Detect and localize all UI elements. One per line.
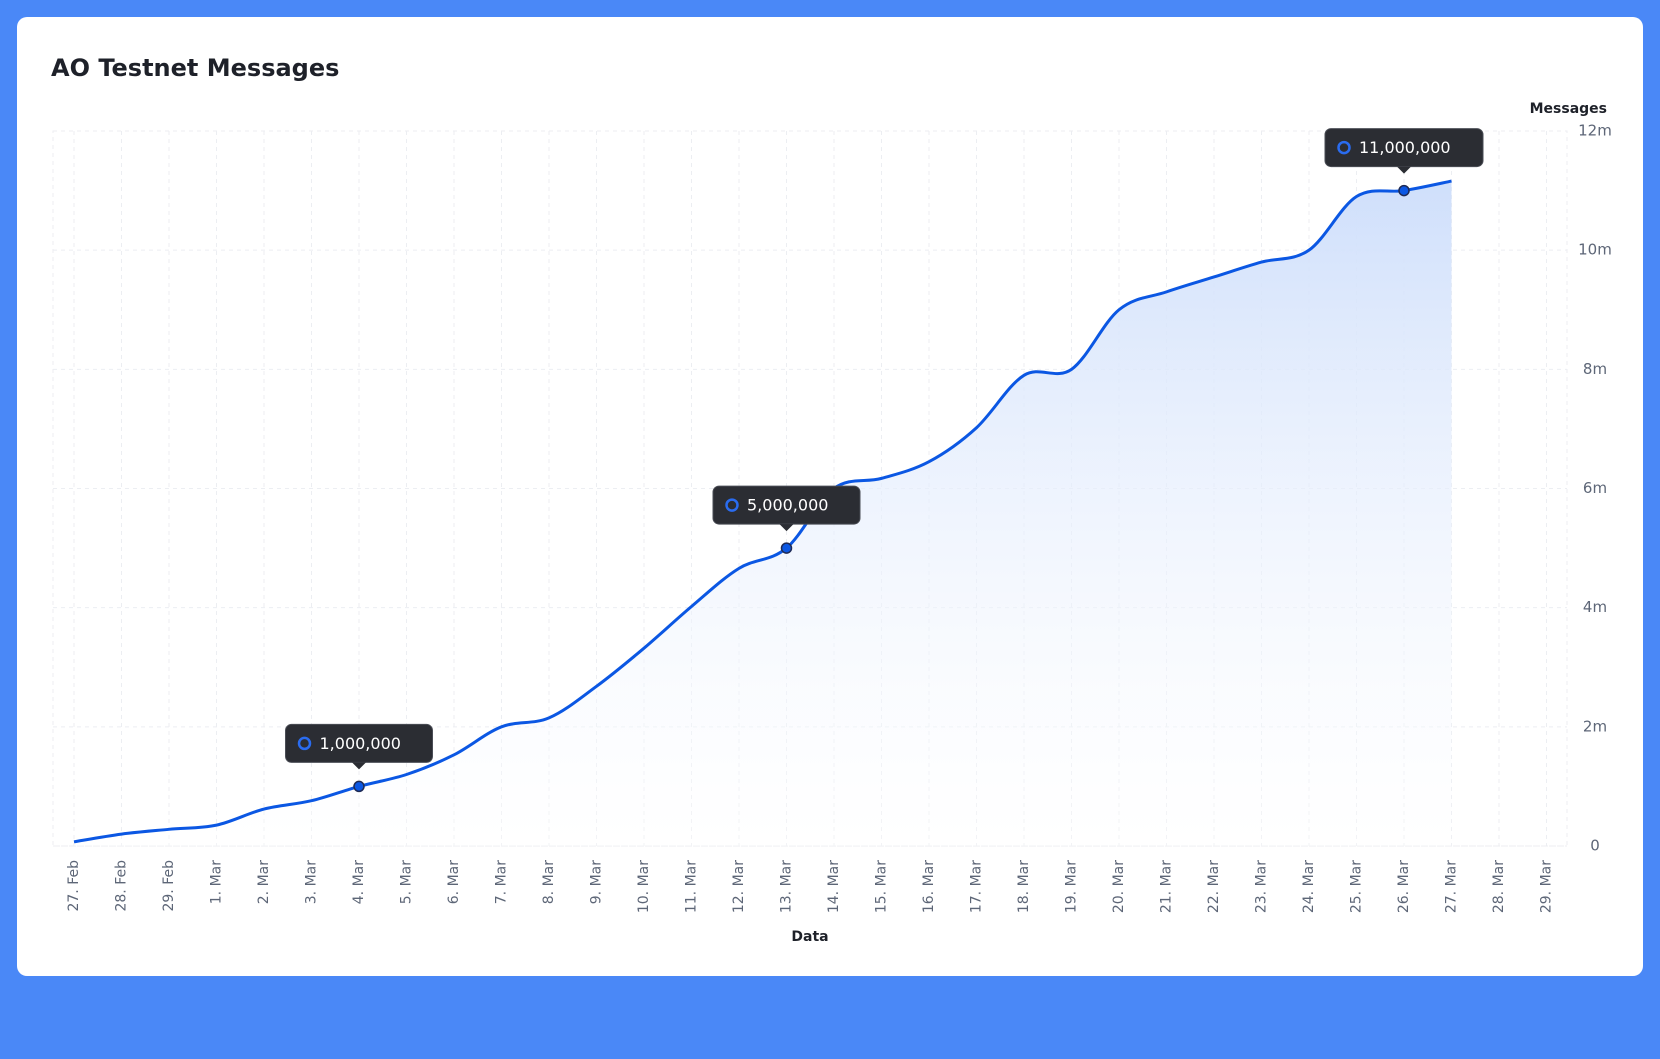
x-tick-label: 14. Mar (826, 860, 842, 913)
tooltip-icon (297, 736, 312, 751)
x-tick-label: 25. Mar (1349, 860, 1365, 913)
x-tick-label: 15. Mar (874, 860, 890, 913)
x-tick-label: 9. Mar (589, 860, 605, 904)
x-tick-label: 12. Mar (731, 860, 747, 913)
x-tick-label: 8. Mar (541, 860, 557, 904)
x-tick-label: 20. Mar (1111, 860, 1127, 913)
tooltip: 5,000,000 (712, 485, 861, 532)
annotation-point (1398, 184, 1410, 197)
x-tick-label: 1. Mar (209, 860, 225, 904)
x-tick-label: 3. Mar (304, 860, 320, 904)
x-tick-label: 24. Mar (1301, 860, 1317, 913)
area (74, 181, 1452, 847)
x-tick-label: 13. Mar (779, 860, 795, 913)
y-tick-label: 8m (1583, 360, 1607, 378)
y-tick-label: 0 (1590, 837, 1600, 855)
y-tick-label: 4m (1583, 598, 1607, 616)
x-tick-label: 26. Mar (1396, 860, 1412, 913)
y-tick-label: 10m (1578, 241, 1612, 259)
tooltip: 11,000,000 (1324, 128, 1484, 174)
tooltip-label: 5,000,000 (747, 496, 828, 515)
y-tick-label: 12m (1578, 122, 1612, 140)
x-tick-label: 7. Mar (494, 860, 510, 904)
x-tick-label: 18. Mar (1016, 860, 1032, 913)
tooltip-pointer (1397, 166, 1411, 174)
x-tick-label: 5. Mar (399, 860, 415, 904)
x-tick-label: 28. Feb (114, 860, 130, 912)
x-tick-label: 29. Mar (1539, 860, 1555, 913)
x-tick-label: 27. Feb (66, 860, 82, 912)
x-tick-label: 2. Mar (256, 860, 272, 904)
line (73, 179, 1452, 844)
x-tick-label: 16. Mar (921, 860, 937, 913)
x-axis-title: Data (791, 929, 828, 945)
tooltip-icon (725, 498, 739, 512)
x-tick-label: 28. Mar (1491, 860, 1507, 913)
tooltip-label: 11,000,000 (1359, 138, 1451, 157)
x-tick-label: 6. Mar (446, 860, 462, 904)
tooltip-icon (1337, 140, 1351, 155)
y-tick-label: 6m (1583, 479, 1607, 497)
x-tick-label: 22. Mar (1206, 860, 1222, 913)
y-axis-title: Messages (1530, 101, 1607, 117)
tooltip: 1,000,000 (285, 723, 433, 770)
annotation-point (353, 780, 365, 793)
tooltip-pointer (352, 762, 366, 770)
tooltip-pointer (779, 524, 794, 532)
chart-title: AO Testnet Messages (51, 54, 339, 82)
x-tick-label: 27. Mar (1444, 860, 1460, 913)
annotation-point (780, 542, 793, 554)
x-tick-label: 23. Mar (1254, 860, 1270, 913)
x-tick-label: 19. Mar (1064, 860, 1080, 913)
x-tick-label: 17. Mar (969, 860, 985, 913)
tooltip-label: 1,000,000 (320, 734, 401, 753)
y-tick-label: 2m (1583, 717, 1607, 735)
x-tick-label: 4. Mar (351, 860, 367, 904)
x-tick-label: 21. Mar (1159, 860, 1175, 913)
x-tick-label: 10. Mar (636, 860, 652, 913)
x-tick-label: 11. Mar (684, 860, 700, 913)
x-tick-label: 29. Feb (161, 860, 177, 912)
